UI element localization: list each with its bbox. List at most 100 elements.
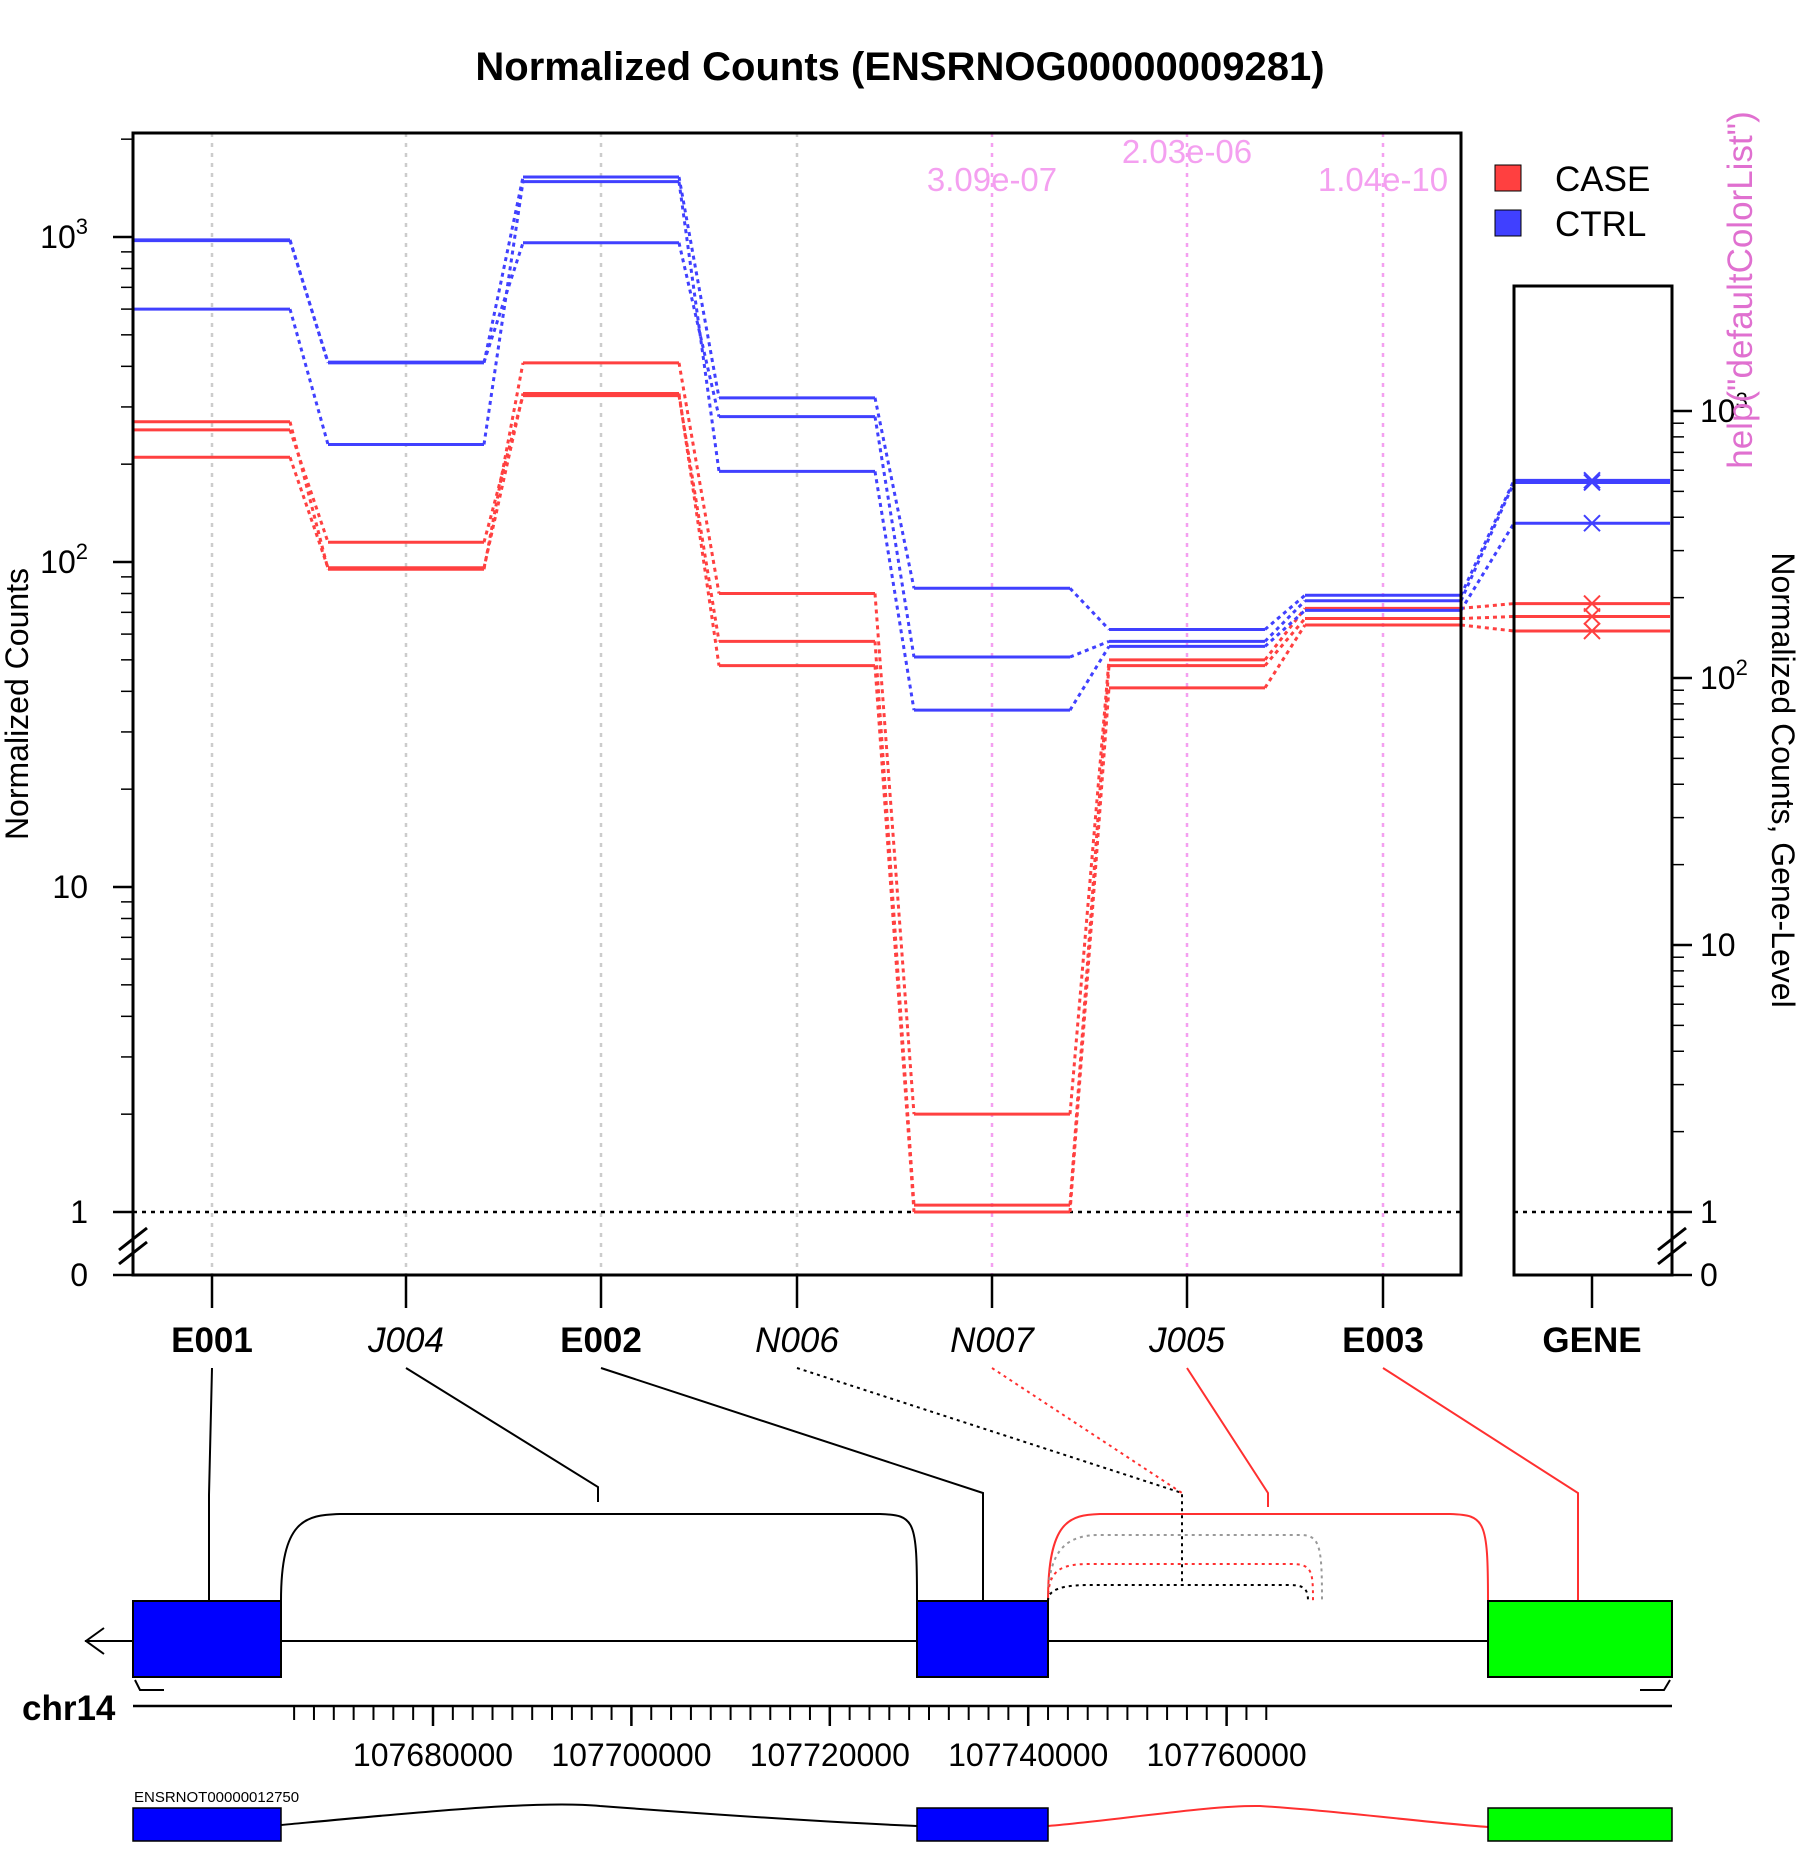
genome-tick-label: 107760000	[1147, 1737, 1307, 1773]
axis-break	[1657, 1240, 1687, 1266]
gene-point-case-3	[1583, 622, 1601, 640]
connector	[482, 242, 525, 363]
series-ctrl-4	[134, 175, 1516, 631]
connector	[1069, 639, 1110, 659]
y-tick-label: 1	[70, 1194, 88, 1230]
connector	[1263, 609, 1307, 648]
connector	[677, 395, 721, 642]
connector	[288, 456, 330, 569]
y-tick-label: 102	[40, 539, 88, 580]
exon-box-e002	[916, 1600, 1049, 1678]
y-axis-right-label: Normalized Counts, Gene-Level	[1765, 552, 1800, 1007]
connector	[1068, 659, 1111, 1115]
connector	[1068, 587, 1111, 631]
transcript-track	[132, 1803, 1673, 1842]
series-case-1	[134, 361, 1515, 1116]
y-tick-label: 103	[40, 214, 88, 255]
genome-tick-label: 107720000	[750, 1737, 910, 1773]
feature-label-j005: J005	[1148, 1321, 1225, 1360]
legend-swatch-ctrl	[1494, 209, 1522, 237]
connector	[677, 362, 721, 594]
junction-arc-j005	[1047, 1513, 1489, 1602]
gene-connector	[1459, 481, 1516, 602]
genome-tick-label: 107740000	[948, 1737, 1108, 1773]
y-tick-label: 10	[52, 869, 88, 905]
connector	[482, 393, 525, 569]
genomic-axis: 107680000 107700000 107720000 107740000 1077…	[133, 1704, 1672, 1773]
y-tick-label: 0	[70, 1257, 88, 1293]
novel-arc-gray	[1047, 1534, 1323, 1602]
genome-tick-label: 107680000	[353, 1737, 513, 1773]
connector	[873, 397, 916, 589]
gene-point-case-1	[1583, 594, 1601, 613]
connector	[1068, 687, 1111, 1213]
axis-break	[1657, 1226, 1687, 1252]
feature-label-j004: J004	[367, 1321, 444, 1360]
gene-connector	[1459, 522, 1516, 612]
legend-swatch-case	[1494, 164, 1522, 192]
connector	[677, 176, 721, 399]
series-case-3	[134, 391, 1515, 1214]
exon-box-e003	[1487, 1600, 1673, 1678]
series-ctrl-6	[134, 180, 1516, 712]
feature-label-n006: N006	[755, 1321, 839, 1360]
chromosome-label: chr14	[22, 1689, 116, 1728]
transcript-exon-1	[132, 1807, 282, 1842]
pvalue-e003: 1.04e-10	[1318, 161, 1448, 198]
connector	[288, 429, 330, 543]
y-axis-right: 0 1 10 102 103	[1657, 286, 1748, 1293]
feature-label-e001: E001	[171, 1321, 253, 1360]
feature-label-e002: E002	[560, 1321, 642, 1360]
connector	[873, 416, 916, 658]
novel-arc-n006	[1047, 1584, 1309, 1602]
chart-title: Normalized Counts (ENSRNOG00000009281)	[475, 45, 1324, 89]
connector	[288, 240, 330, 363]
connector	[677, 393, 721, 666]
pvalue-n007: 3.09e-07	[927, 161, 1057, 198]
series-ctrl-5	[134, 239, 1516, 659]
connector	[873, 593, 916, 1115]
connector	[482, 181, 525, 445]
gene-point-case-2	[1583, 607, 1601, 626]
data-lines	[134, 175, 1516, 1214]
gene-point-ctrl-2	[1583, 473, 1601, 492]
connector	[482, 395, 525, 543]
feature-connectors	[208, 1367, 1579, 1601]
connector	[288, 421, 330, 570]
grid-lines: 3.09e-07 2.03e-06 1.04e-10	[133, 133, 1672, 1275]
legend: CASE CTRL	[1494, 160, 1650, 244]
gene-level-panel	[1514, 471, 1670, 640]
feature-label-e003: E003	[1342, 1321, 1424, 1360]
connector	[873, 471, 916, 711]
axis-break	[118, 1240, 148, 1266]
gene-connector	[1460, 614, 1515, 621]
strand-arrow-icon	[84, 1627, 105, 1655]
y-axis-left: 0 1 10 102 103	[40, 133, 148, 1293]
connector	[1263, 607, 1307, 661]
x-axis: E001 J004 E002 N006 N007 J005 E003 GENE	[171, 1273, 1642, 1360]
axis-break	[118, 1226, 148, 1252]
novel-arc-n007	[1047, 1563, 1314, 1602]
gene-connector	[1459, 479, 1516, 596]
connector	[1263, 617, 1307, 667]
legend-label-case: CASE	[1555, 160, 1650, 199]
transcript-exon-3	[1487, 1807, 1673, 1842]
y-right-tick-label: 1	[1700, 1194, 1718, 1230]
gene-plot-frame	[1512, 284, 1674, 1277]
y-right-tick-label: 10	[1700, 927, 1736, 963]
exon-box-e001	[132, 1600, 282, 1678]
y-axis-label: Normalized Counts	[0, 568, 35, 840]
connector	[482, 176, 525, 364]
connector	[1068, 645, 1111, 711]
gene-connector	[1460, 602, 1515, 610]
connector	[482, 362, 525, 570]
connector	[1263, 599, 1307, 643]
y-right-tick-label: 0	[1700, 1257, 1718, 1293]
junction-arc-j004	[280, 1513, 918, 1602]
gene-point-ctrl-1	[1583, 471, 1601, 490]
connector	[1264, 594, 1306, 631]
connector	[677, 181, 721, 472]
connector	[873, 665, 916, 1213]
overlay-help-text: help("defaultColorList")	[1721, 111, 1760, 469]
